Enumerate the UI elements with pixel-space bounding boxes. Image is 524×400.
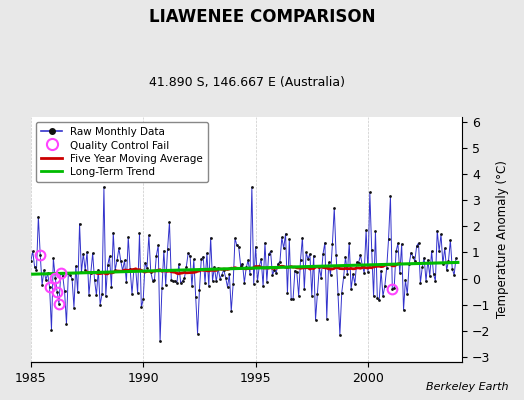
Title: 41.890 S, 146.667 E (Australia): 41.890 S, 146.667 E (Australia) [149,76,345,89]
Text: LIAWENEE COMPARISON: LIAWENEE COMPARISON [149,8,375,26]
Y-axis label: Temperature Anomaly (°C): Temperature Anomaly (°C) [496,160,509,318]
Text: Berkeley Earth: Berkeley Earth [426,382,508,392]
Legend: Raw Monthly Data, Quality Control Fail, Five Year Moving Average, Long-Term Tren: Raw Monthly Data, Quality Control Fail, … [36,122,209,182]
